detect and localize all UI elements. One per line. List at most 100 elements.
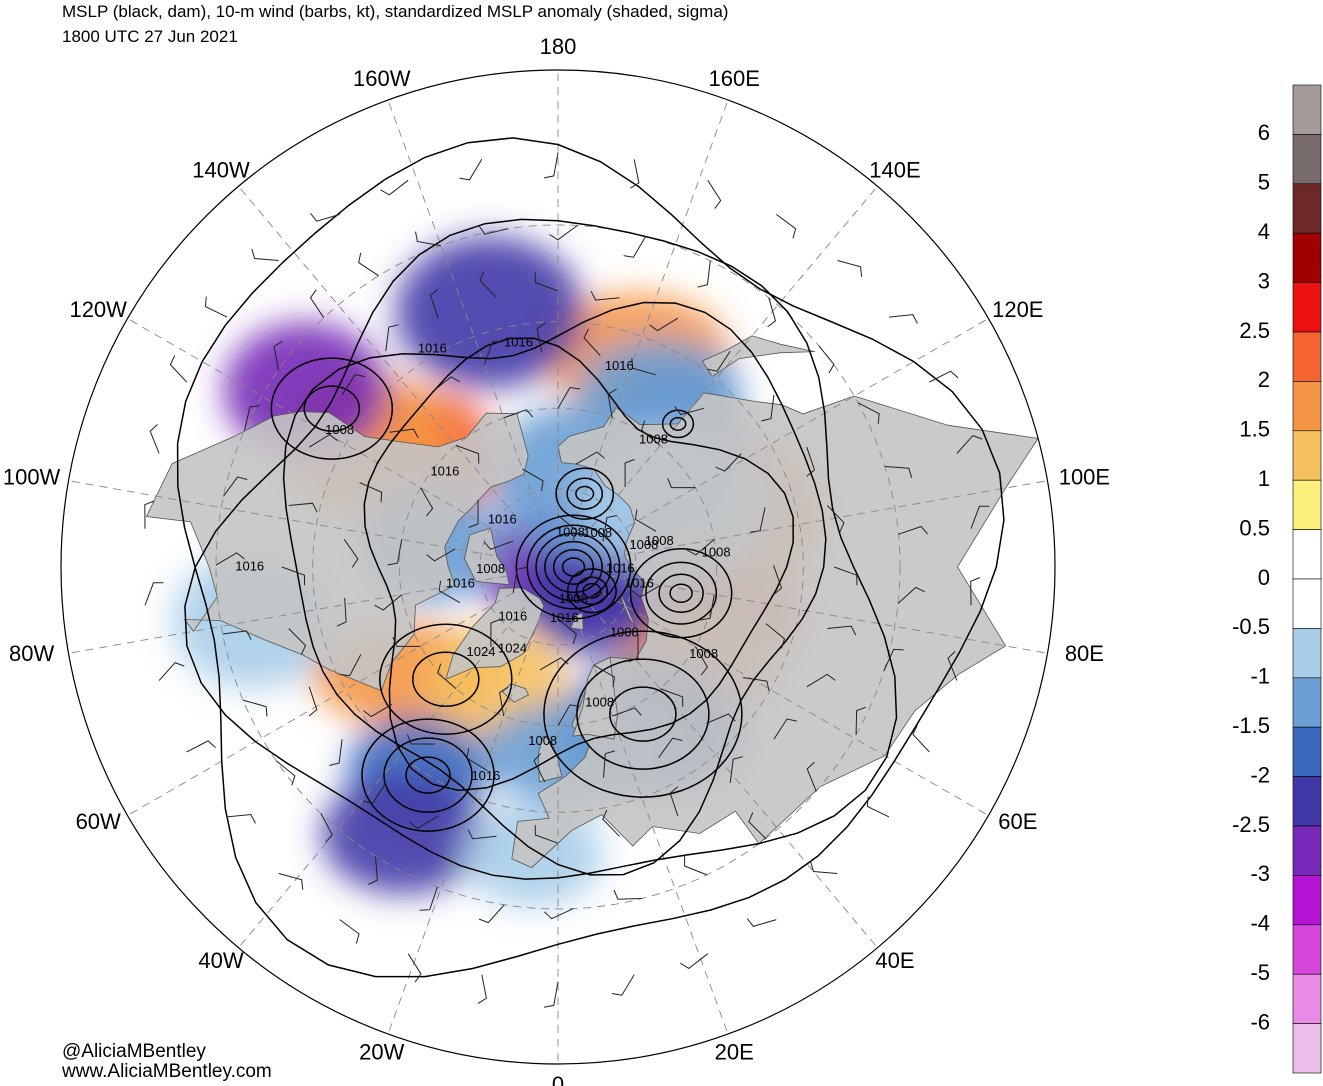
wind-barb	[309, 289, 325, 319]
wind-barb	[810, 861, 838, 874]
meridian-line	[238, 186, 526, 528]
wind-barb	[806, 761, 817, 792]
wind-barb	[834, 566, 858, 586]
isobar-labels: 1008100810081016101610081008100810081016…	[235, 335, 730, 783]
wind-barb	[543, 981, 559, 1008]
isobar-label: 1024	[498, 640, 527, 655]
colorbar-label: -3	[1250, 861, 1270, 886]
longitude-label: 40E	[875, 948, 914, 973]
wind-barb	[483, 341, 503, 365]
wind-barb	[623, 236, 647, 258]
map-border	[60, 69, 1056, 1065]
longitude-label: 120W	[69, 297, 127, 322]
meridian-line	[127, 592, 514, 816]
wind-barb	[549, 225, 578, 241]
wind-barb	[947, 651, 958, 681]
longitude-label: 20E	[715, 1040, 754, 1065]
wind-barb	[431, 376, 460, 393]
meridian-line	[127, 318, 514, 542]
wind-barb	[707, 180, 722, 209]
wind-barb	[512, 566, 528, 593]
wind-barb	[590, 290, 620, 301]
wind-barb	[389, 428, 419, 439]
colorbar-swatch	[1292, 479, 1322, 530]
wind-barb	[700, 594, 715, 621]
wind-barb	[407, 734, 436, 745]
wind-barb	[362, 703, 393, 718]
isobar	[669, 416, 687, 431]
wind-barb	[630, 159, 640, 189]
isobar	[576, 658, 710, 770]
colorbar-label: 2.5	[1239, 318, 1270, 343]
meridian-line	[68, 480, 508, 559]
isobar	[412, 651, 480, 707]
wind-barb	[278, 873, 304, 890]
colorbar-label: -4	[1250, 911, 1270, 936]
wind-barb	[387, 539, 403, 566]
isobar-label: 1016	[471, 768, 500, 783]
wind-barb	[806, 447, 816, 477]
isobar	[582, 582, 602, 599]
wind-barb	[956, 435, 983, 454]
wind-barb	[522, 468, 544, 491]
meridian-line	[387, 615, 541, 1035]
wind-barb	[612, 707, 642, 717]
wind-barb	[680, 953, 709, 970]
isobar-label: 1024	[467, 644, 496, 659]
wind-barb	[557, 618, 577, 644]
land-greenland	[445, 587, 545, 680]
wind-barbs	[144, 152, 990, 1008]
colorbar-label: 0.5	[1239, 515, 1270, 540]
meridian-line	[602, 592, 989, 816]
isobar-label: 1016	[488, 512, 517, 527]
wind-barb	[729, 756, 744, 783]
wind-barb	[593, 664, 616, 688]
wind-barb	[715, 453, 742, 472]
wind-barb	[341, 374, 365, 396]
colorbar-swatch	[1292, 183, 1322, 234]
wind-barb	[222, 630, 252, 640]
longitude-label: 180	[540, 34, 577, 59]
wind-barb	[310, 212, 340, 222]
wind-barb	[242, 699, 268, 717]
wind-barb	[883, 648, 904, 672]
wind-barb	[339, 919, 360, 944]
wind-barb	[557, 704, 580, 726]
colorbar-swatch	[1292, 825, 1322, 876]
isobar-label: 1008	[585, 694, 614, 709]
wind-barb	[339, 654, 362, 677]
longitude-label: 80W	[9, 641, 54, 666]
colorbar-label: -6	[1250, 1009, 1270, 1034]
anomaly-blob	[321, 774, 486, 894]
longitude-label: 40W	[198, 948, 243, 973]
wind-barb	[288, 502, 318, 513]
isobar	[566, 568, 617, 614]
isobar	[575, 576, 609, 606]
isobar-label: 1008	[629, 537, 658, 552]
colorbar-label: -0.5	[1232, 614, 1270, 639]
wind-barb	[684, 856, 708, 876]
longitude-label: 0	[552, 1072, 564, 1086]
wind-barb	[897, 586, 925, 604]
isobar	[282, 301, 827, 876]
wind-barb	[385, 324, 399, 352]
latitude-circle	[312, 321, 804, 813]
colorbar-swatch	[1292, 628, 1322, 679]
colorbar-label: 1	[1258, 466, 1270, 491]
wind-barb	[929, 370, 959, 383]
wind-barb	[857, 402, 880, 424]
wind-barb	[275, 760, 296, 786]
wind-barb	[226, 813, 256, 824]
wind-barb	[628, 634, 639, 663]
isobar	[515, 514, 632, 620]
wind-barb	[970, 505, 990, 529]
chart-title: MSLP (black, dam), 10-m wind (barbs, kt)…	[62, 2, 729, 21]
meridian-line	[608, 480, 1048, 559]
credit-website: www.AliciaMBentley.com	[62, 1061, 272, 1082]
wind-barb	[539, 657, 569, 671]
wind-barb	[543, 152, 559, 179]
isobar	[543, 630, 743, 798]
isobar	[552, 549, 595, 585]
wind-barb	[746, 918, 777, 927]
wind-barb	[392, 636, 421, 647]
